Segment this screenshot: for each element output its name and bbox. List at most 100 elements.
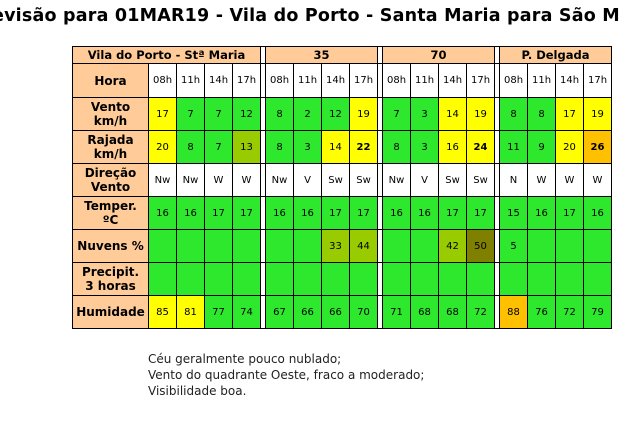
humidade-cell: 68 [410,295,439,329]
rajada-cell: 3 [410,130,439,164]
precip-cell [148,262,177,296]
hour-cell: 17h [232,63,261,98]
temper-cell: 17 [466,196,495,230]
precip-cell [410,262,439,296]
direcao-cell: V [293,163,322,197]
precip-cell [555,262,584,296]
precip-cell [349,262,378,296]
precip-cell [265,262,294,296]
nuvens-cell [204,229,233,263]
vento-cell: 3 [410,97,439,131]
row-direcao: Direção Vento Nw Nw W W Nw V Sw Sw Nw V S… [72,163,612,197]
rajada-cell: 11 [499,130,528,164]
forecast-title: evisão para 01MAR19 - Vila do Porto - Sa… [0,6,620,26]
vento-cell: 8 [265,97,294,131]
direcao-cell: Nw [265,163,294,197]
forecast-table-wrapper: Vila do Porto - Stª Maria 35 70 P. Delga… [72,46,620,330]
nuvens-cell [527,229,556,263]
hour-cell: 14h [321,63,350,98]
rajada-cell: 22 [349,130,378,164]
direcao-cell: V [410,163,439,197]
precip-cell [176,262,205,296]
nuvens-cell [293,229,322,263]
vento-cell: 12 [232,97,261,131]
temper-cell: 16 [527,196,556,230]
precip-cell [499,262,528,296]
forecast-table: Vila do Porto - Stª Maria 35 70 P. Delga… [72,46,612,329]
rajada-cell: 20 [148,130,177,164]
vento-cell: 19 [349,97,378,131]
hour-cell: 17h [349,63,378,98]
nuvens-cell: 33 [321,229,350,263]
humidade-cell: 71 [382,295,411,329]
group-header-vila-do-porto: Vila do Porto - Stª Maria [72,46,261,64]
group-header-p-delgada: P. Delgada [499,46,612,64]
hour-cell: 11h [293,63,322,98]
direcao-cell: W [232,163,261,197]
precip-cell [293,262,322,296]
nuvens-cell [583,229,612,263]
nuvens-cell: 50 [466,229,495,263]
note-line: Vento do quadrante Oeste, fraco a modera… [148,368,425,382]
hour-cell: 11h [176,63,205,98]
direcao-cell: W [204,163,233,197]
rajada-cell: 24 [466,130,495,164]
direcao-cell: W [555,163,584,197]
rajada-cell: 8 [265,130,294,164]
vento-cell: 19 [466,97,495,131]
temper-cell: 17 [438,196,467,230]
forecast-notes: Céu geralmente pouco nublado; Vento do q… [148,351,424,399]
precip-cell [466,262,495,296]
nuvens-cell [176,229,205,263]
hour-cell: 11h [410,63,439,98]
temper-cell: 16 [293,196,322,230]
temper-cell: 17 [204,196,233,230]
precip-cell [583,262,612,296]
hour-cell: 17h [583,63,612,98]
row-hora: Hora 08h 11h 14h 17h 08h 11h 14h 17h 08h… [72,63,612,98]
vento-cell: 17 [555,97,584,131]
hour-cell: 08h [265,63,294,98]
precip-cell [438,262,467,296]
vento-cell: 7 [176,97,205,131]
humidade-cell: 79 [583,295,612,329]
humidade-cell: 81 [176,295,205,329]
temper-cell: 17 [232,196,261,230]
precip-cell [321,262,350,296]
direcao-cell: W [583,163,612,197]
rajada-cell: 14 [321,130,350,164]
temper-cell: 16 [410,196,439,230]
rajada-cell: 7 [204,130,233,164]
humidade-cell: 85 [148,295,177,329]
rajada-cell: 8 [176,130,205,164]
row-label-nuvens: Nuvens % [72,229,149,263]
nuvens-cell [410,229,439,263]
temper-cell: 16 [583,196,612,230]
hour-cell: 08h [382,63,411,98]
note-line: Céu geralmente pouco nublado; [148,352,342,366]
hour-cell: 11h [527,63,556,98]
humidade-cell: 66 [293,295,322,329]
row-humidade: Humidade 85 81 77 74 67 66 66 70 71 68 6… [72,295,612,329]
nuvens-cell: 5 [499,229,528,263]
temper-cell: 15 [499,196,528,230]
temper-cell: 16 [148,196,177,230]
direcao-cell: Sw [466,163,495,197]
rajada-cell: 3 [293,130,322,164]
humidade-cell: 66 [321,295,350,329]
precip-cell [232,262,261,296]
humidade-cell: 88 [499,295,528,329]
direcao-cell: N [499,163,528,197]
nuvens-cell [265,229,294,263]
vento-cell: 12 [321,97,350,131]
direcao-cell: Sw [349,163,378,197]
rajada-cell: 26 [583,130,612,164]
temper-cell: 17 [321,196,350,230]
row-label-rajada: Rajada km/h [72,130,149,164]
humidade-cell: 68 [438,295,467,329]
hour-cell: 08h [148,63,177,98]
note-line: Visibilidade boa. [148,384,247,398]
row-label-hora: Hora [72,63,149,98]
precip-cell [382,262,411,296]
rajada-cell: 16 [438,130,467,164]
